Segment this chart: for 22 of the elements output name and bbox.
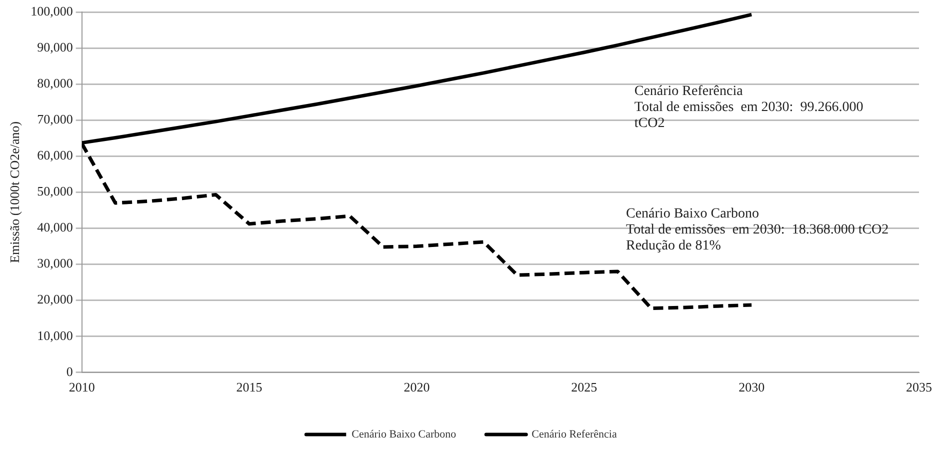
- y-tick-label: 40,000: [37, 220, 73, 235]
- legend-label: Cenário Referência: [532, 428, 617, 440]
- y-tick-label: 0: [66, 364, 73, 379]
- y-tick-label: 10,000: [37, 328, 73, 343]
- x-tick-label: 2035: [906, 380, 932, 395]
- y-tick-label: 70,000: [37, 112, 73, 127]
- y-tick-label: 100,000: [30, 3, 73, 18]
- annotation: Cenário Baixo Carbono Total de emissões em 2030: 18.368.000 tCO2 Redução de 81%: [626, 206, 889, 254]
- y-tick-label: 80,000: [37, 76, 73, 90]
- x-tick-label: 2010: [68, 380, 95, 395]
- y-axis-title: Emissão (1000t CO2e/ano): [7, 121, 22, 263]
- x-tick-label: 2025: [571, 380, 598, 395]
- annotation: Cenário Referência Total de emissões em 2030: 99.266.000 tCO2: [634, 84, 864, 131]
- x-tick-label: 2015: [236, 380, 262, 395]
- y-tick-label: 60,000: [37, 148, 73, 163]
- y-tick-label: 30,000: [37, 256, 73, 271]
- y-tick-label: 50,000: [37, 184, 73, 199]
- x-tick-label: 2030: [738, 380, 765, 395]
- legend-label: Cenário Baixo Carbono: [352, 428, 457, 440]
- y-tick-label: 20,000: [37, 292, 73, 307]
- y-tick-label: 90,000: [37, 39, 73, 54]
- x-tick-label: 2020: [404, 380, 430, 395]
